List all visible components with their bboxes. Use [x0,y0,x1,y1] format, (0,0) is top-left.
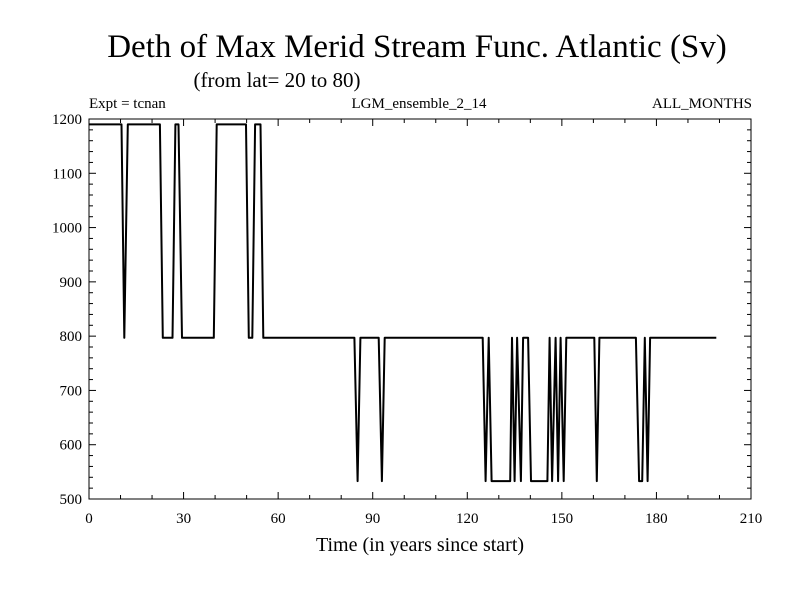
y-tick-label: 700 [60,383,83,399]
x-tick-label: 60 [271,511,286,527]
x-tick-label: 120 [456,511,479,527]
x-axis-label: Time (in years since start) [316,534,524,556]
x-tick-label: 90 [365,511,380,527]
y-tick-label: 600 [60,438,83,454]
y-tick-label: 1100 [53,166,82,182]
x-axis: 0 30 60 90 120 150 180 210 [85,119,762,527]
header-left: Expt = tcnan [89,96,166,112]
y-tick-label: 800 [60,329,83,345]
header-center: LGM_ensemble_2_14 [352,96,487,112]
chart-title: Deth of Max Merid Stream Func. Atlantic … [107,29,727,65]
y-tick-label: 1200 [52,112,82,128]
x-tick-label: 30 [176,511,191,527]
y-tick-label: 1000 [52,221,82,237]
header-right: ALL_MONTHS [652,96,752,112]
x-tick-label: 150 [551,511,574,527]
chart-subtitle: (from lat= 20 to 80) [194,68,361,92]
x-tick-label: 210 [740,511,763,527]
x-tick-label: 180 [645,511,668,527]
y-tick-label: 500 [60,492,83,508]
y-tick-label: 900 [60,275,83,291]
y-axis: 500 600 700 800 900 1000 1100 1200 [52,112,751,508]
x-tick-label: 0 [85,511,93,527]
plot-frame [88,118,752,500]
series-line [89,123,717,483]
